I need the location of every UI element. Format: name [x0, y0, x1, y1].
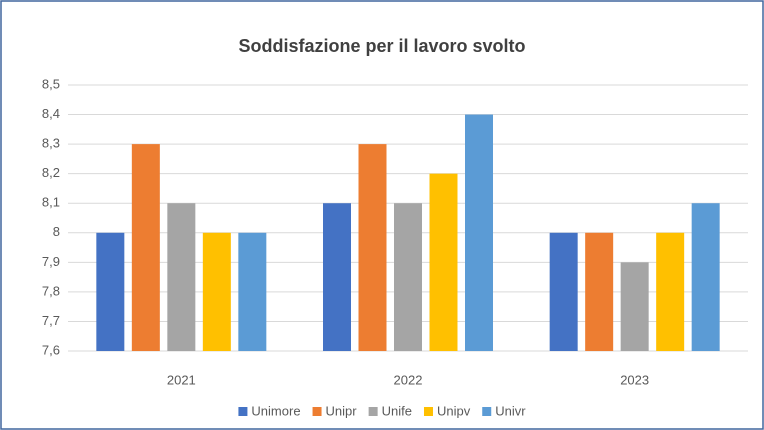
y-tick-label: 7,7	[42, 313, 60, 328]
bar	[131, 144, 160, 351]
bar	[202, 232, 231, 351]
bar	[585, 232, 614, 351]
bar	[656, 232, 685, 351]
bar	[691, 203, 720, 351]
y-tick-label: 8,5	[42, 76, 60, 91]
y-tick-label: 7,9	[42, 254, 60, 269]
bar	[323, 203, 351, 351]
bar	[358, 144, 387, 351]
y-tick-label: 7,8	[42, 283, 60, 298]
legend-swatch	[423, 407, 433, 416]
bar	[429, 173, 458, 351]
legend-swatch	[482, 407, 492, 416]
legend-label: Unimore	[251, 403, 300, 418]
x-tick-label: 2022	[394, 372, 423, 387]
y-tick-label: 8	[53, 224, 60, 239]
legend-label: Unife	[382, 403, 412, 418]
y-tick-label: 8,2	[42, 165, 60, 180]
bar	[238, 232, 267, 351]
legend-label: Univr	[495, 403, 526, 418]
bar	[96, 232, 125, 351]
legend-label: Unipr	[326, 403, 358, 418]
legend-swatch	[238, 407, 248, 416]
x-tick-label: 2021	[167, 372, 196, 387]
bar	[549, 232, 578, 351]
chart-title: Soddisfazione per il lavoro svolto	[238, 36, 525, 56]
legend-swatch	[368, 407, 378, 416]
bar	[620, 262, 649, 351]
bar	[167, 203, 196, 351]
y-tick-label: 8,1	[42, 195, 60, 210]
x-tick-label: 2023	[620, 372, 649, 387]
y-tick-label: 7,6	[42, 342, 60, 357]
bar	[394, 203, 422, 351]
y-tick-label: 8,4	[42, 106, 60, 121]
legend-swatch	[312, 407, 322, 416]
legend-label: Unipv	[437, 403, 471, 418]
bar	[465, 114, 493, 351]
y-tick-label: 8,3	[42, 136, 60, 151]
